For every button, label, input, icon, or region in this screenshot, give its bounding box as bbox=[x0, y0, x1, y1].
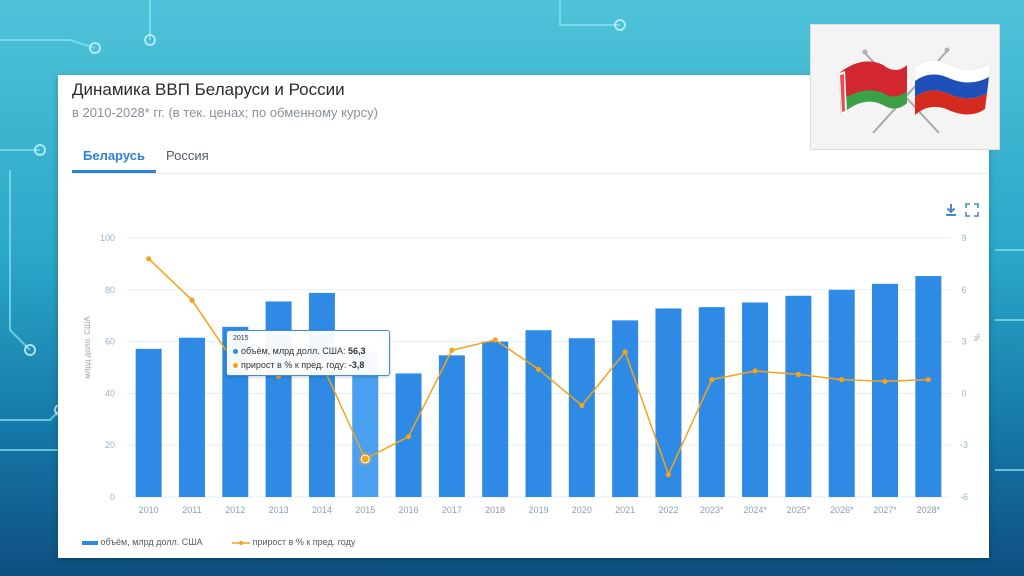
bar bbox=[915, 276, 942, 497]
chart-subtitle: в 2010-2028* гг. (в тек. ценах; по обмен… bbox=[72, 105, 378, 120]
legend-bar-label: объём, млрд долл. США bbox=[100, 537, 203, 547]
x-tick-label: 2025* bbox=[787, 505, 811, 515]
legend-item-line[interactable]: прирост в % к пред. году bbox=[232, 537, 355, 547]
bar bbox=[785, 295, 812, 497]
tooltip-year: 2015 bbox=[233, 335, 249, 342]
y-left-tick-label: 40 bbox=[105, 388, 115, 398]
tab-belarus[interactable]: Беларусь bbox=[83, 148, 145, 163]
bar bbox=[698, 307, 725, 497]
y-right-tick-label: -6 bbox=[960, 492, 968, 502]
y-left-tick-label: 0 bbox=[110, 492, 115, 502]
x-tick-label: 2028* bbox=[917, 505, 941, 515]
bar bbox=[178, 337, 205, 497]
line-point bbox=[622, 349, 628, 355]
bar bbox=[308, 292, 335, 497]
line-point bbox=[752, 368, 758, 374]
line-point bbox=[839, 376, 845, 383]
y-right-tick-label: 0 bbox=[961, 388, 966, 398]
line-point bbox=[449, 347, 455, 353]
tooltip-row2-label: прирост в % к пред. году: bbox=[241, 360, 347, 370]
bar bbox=[568, 338, 595, 497]
highlighted-point bbox=[360, 454, 370, 464]
tooltip-row-growth: прирост в % к пред. году: -3,8 bbox=[233, 360, 364, 370]
country-tabs: Беларусь Россия bbox=[72, 143, 988, 174]
bar bbox=[612, 320, 639, 497]
y-left-tick-label: 20 bbox=[105, 440, 115, 450]
tooltip-row2-value: -3,8 bbox=[348, 360, 365, 370]
x-tick-label: 2026* bbox=[830, 505, 854, 515]
tab-russia[interactable]: Россия bbox=[166, 148, 209, 163]
bar bbox=[655, 308, 682, 497]
bar bbox=[482, 341, 509, 497]
x-tick-label: 2019 bbox=[528, 505, 548, 515]
x-tick-label: 2018 bbox=[485, 505, 505, 515]
legend-line-swatch bbox=[232, 540, 250, 545]
y-right-axis-title: % bbox=[973, 334, 982, 341]
bar bbox=[525, 330, 552, 497]
bar-series bbox=[135, 276, 942, 497]
bar bbox=[438, 355, 465, 497]
line-point bbox=[492, 337, 498, 343]
chart-tooltip: 2015 объём, млрд долл. США: 56,3 прирост… bbox=[226, 330, 390, 376]
x-tick-label: 2024* bbox=[743, 505, 767, 515]
line-point bbox=[795, 371, 801, 378]
tooltip-row-volume: объём, млрд долл. США: 56,3 bbox=[233, 346, 366, 356]
tooltip-line-marker bbox=[233, 363, 238, 369]
bar bbox=[135, 348, 162, 497]
active-tab-underline bbox=[72, 170, 156, 173]
bar bbox=[742, 302, 769, 497]
tooltip-row1-label: объём, млрд долл. США: bbox=[241, 346, 346, 356]
x-tick-label: 2021 bbox=[615, 505, 635, 515]
line-point bbox=[925, 376, 931, 383]
y-left-tick-label: 100 bbox=[100, 233, 115, 243]
x-tick-label: 2013 bbox=[269, 505, 289, 515]
x-tick-label: 2016 bbox=[399, 505, 419, 515]
x-tick-label: 2012 bbox=[225, 505, 245, 515]
line-point bbox=[146, 256, 152, 262]
y-right-tick-label: 3 bbox=[961, 337, 966, 347]
x-tick-label: 2017 bbox=[442, 505, 462, 515]
y-right-tick-label: -3 bbox=[960, 440, 968, 450]
legend-line-label: прирост в % к пред. году bbox=[252, 537, 356, 547]
line-point bbox=[882, 378, 888, 384]
line-point bbox=[709, 376, 715, 383]
x-tick-label: 2010 bbox=[139, 505, 159, 515]
legend-item-bars[interactable]: объём, млрд долл. США bbox=[82, 537, 203, 547]
chart-axes: 0 20 40 60 80 100 -6 -3 0 3 6 9 млрд долл. США % 2010 2… bbox=[83, 233, 982, 515]
x-tick-label: 2027* bbox=[873, 505, 897, 515]
x-tick-label: 2023* bbox=[700, 505, 724, 515]
fullscreen-icon[interactable] bbox=[965, 203, 979, 217]
legend-bar-swatch bbox=[82, 540, 98, 545]
line-series bbox=[146, 256, 931, 478]
y-right-tick-label: 6 bbox=[961, 285, 966, 295]
bar bbox=[828, 289, 855, 497]
line-point bbox=[405, 433, 412, 440]
x-tick-label: 2015 bbox=[355, 505, 375, 515]
tooltip-row1-value: 56,3 bbox=[348, 346, 366, 356]
x-tick-label: 2022 bbox=[658, 505, 678, 515]
x-tick-label: 2020 bbox=[572, 505, 592, 515]
line-point bbox=[535, 366, 542, 372]
x-tick-label: 2011 bbox=[182, 505, 201, 515]
x-tick-label: 2014 bbox=[312, 505, 332, 515]
y-right-tick-label: 9 bbox=[961, 233, 966, 243]
y-left-tick-label: 60 bbox=[105, 337, 115, 347]
y-left-axis-title: млрд долл. США bbox=[83, 316, 92, 379]
line-point bbox=[579, 402, 585, 409]
chart-title: Динамика ВВП Беларуси и России bbox=[72, 80, 345, 99]
line-point bbox=[189, 297, 195, 303]
belarus-russia-crossed-flags-icon bbox=[839, 47, 992, 134]
flags-image bbox=[810, 24, 1000, 150]
y-left-tick-label: 80 bbox=[105, 285, 115, 295]
download-icon[interactable] bbox=[944, 203, 958, 217]
bar bbox=[872, 283, 899, 497]
line-point bbox=[665, 471, 672, 478]
tooltip-bar-marker bbox=[233, 349, 238, 355]
